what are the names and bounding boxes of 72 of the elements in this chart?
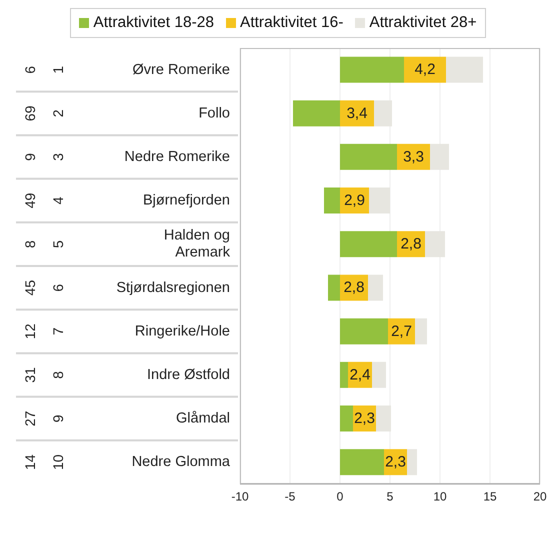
bar — [369, 188, 390, 214]
data-label: 2,4 — [350, 366, 370, 384]
text: 6 — [22, 66, 38, 74]
legend-label: Attraktivitet 16- — [238, 14, 344, 32]
text: 45 — [22, 280, 38, 296]
data-label: 3,3 — [403, 148, 424, 166]
text: 69 — [22, 105, 38, 122]
text: 2 — [50, 109, 66, 118]
text: 12 — [22, 323, 38, 340]
y-tick-label: Halden og Aremark — [164, 228, 231, 261]
bar — [404, 56, 446, 83]
bar — [328, 274, 340, 301]
bar — [293, 100, 340, 126]
x-tick-label: 5 — [386, 490, 394, 504]
bar — [374, 100, 392, 126]
data-label: 2,9 — [344, 192, 365, 210]
text: 27 — [22, 410, 38, 426]
bar — [340, 144, 397, 170]
x-tick-label: 0 — [336, 490, 344, 504]
x-tick-label: 10 — [433, 490, 447, 504]
text: 8 — [22, 240, 38, 248]
text: 8 — [50, 370, 66, 379]
data-label: 2,3 — [385, 454, 406, 471]
bar — [340, 231, 397, 258]
text: 31 — [22, 367, 38, 383]
data-label: 2,8 — [400, 236, 422, 253]
bar — [415, 318, 427, 344]
bar — [340, 449, 384, 476]
text: 49 — [22, 192, 38, 208]
bar — [340, 100, 374, 126]
bar — [324, 188, 340, 214]
y-tick-label: Follo — [198, 105, 230, 122]
y-tick-label: Ringerike/Hole — [134, 323, 230, 340]
data-label: 2,7 — [391, 322, 412, 340]
text: 9 — [22, 152, 38, 161]
bar — [340, 406, 353, 432]
text: 9 — [50, 414, 66, 422]
y-tick-label: Indre Østfold — [146, 367, 230, 383]
x-tick-label: -10 — [231, 490, 249, 504]
bar — [340, 318, 388, 344]
y-tick-label: Nedre Glomma — [132, 454, 231, 470]
text: 10 — [50, 454, 66, 470]
data-label: 2,3 — [354, 410, 375, 428]
x-tick-label: -5 — [284, 490, 296, 504]
bar — [376, 406, 391, 432]
text: 1 — [50, 66, 66, 74]
y-tick-label: Stjørdalsregionen — [116, 280, 230, 296]
legend-label: Attraktivitet 18-28 — [92, 14, 214, 32]
bar — [368, 274, 383, 301]
bar — [446, 56, 483, 83]
bar — [425, 231, 445, 258]
text: 6 — [50, 284, 66, 292]
y-tick-label: Nedre Romerike — [124, 149, 230, 165]
text: 3 — [50, 152, 66, 161]
data-label: 3,4 — [346, 104, 368, 122]
text: 4 — [50, 196, 66, 204]
bar — [407, 449, 417, 476]
text: 14 — [22, 454, 38, 470]
bar — [340, 56, 404, 83]
bar — [430, 144, 449, 170]
bar — [340, 362, 348, 388]
data-label: 2,8 — [344, 279, 364, 296]
x-tick-label: 15 — [483, 490, 497, 504]
legend-label: Attraktivitet 28+ — [368, 14, 477, 32]
bar — [372, 362, 386, 388]
y-tick-label: Bjørnefjorden — [142, 192, 230, 209]
data-label: 4,2 — [414, 61, 436, 78]
y-tick-label: Glåmdal — [176, 410, 230, 427]
text: 7 — [50, 327, 66, 336]
text: 5 — [50, 240, 66, 248]
y-tick-label: Øvre Romerike — [132, 62, 230, 78]
x-tick-label: 20 — [533, 490, 547, 504]
